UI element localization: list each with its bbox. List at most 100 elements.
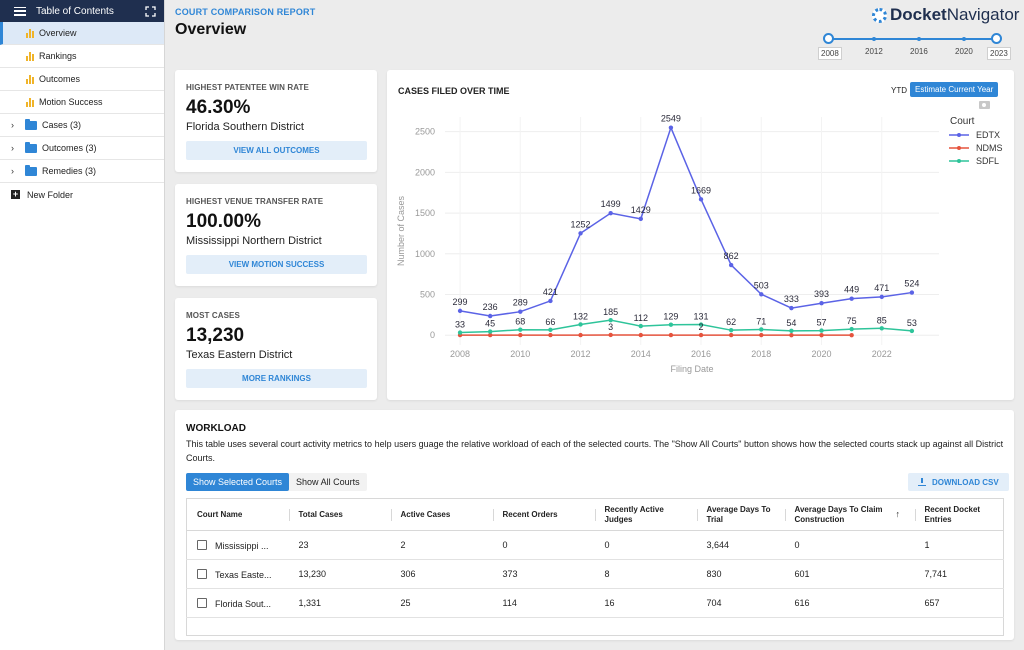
row-checkbox[interactable] — [197, 597, 207, 608]
data-label: 112 — [634, 313, 648, 323]
workload-title: WORKLOAD — [186, 423, 246, 434]
data-label: 3 — [608, 322, 613, 332]
data-label: 62 — [726, 317, 736, 327]
workload-description: This table uses several court activity m… — [186, 439, 1004, 463]
legend-entry: NDMS — [976, 143, 1003, 153]
column-header-days-to-trial[interactable]: Average Days To Trial — [696, 498, 785, 531]
toc-title: Table of Contents — [36, 5, 114, 17]
show-selected-courts-button[interactable]: Show Selected Courts — [186, 473, 290, 491]
more-rankings-button[interactable]: MORE RANKINGS — [186, 369, 367, 388]
row-checkbox[interactable] — [197, 568, 207, 579]
table-row: Florida Sout... 1,331 25 114 16 704 616 … — [186, 588, 1004, 618]
data-label: 862 — [724, 251, 739, 261]
logo-navigator: Navigator — [946, 5, 1020, 24]
data-point-sdfl — [789, 328, 794, 334]
estimate-current-year-button[interactable]: Estimate Current Year — [910, 82, 999, 97]
chevron-right-icon[interactable]: › — [11, 143, 14, 153]
chevron-right-icon[interactable]: › — [11, 166, 14, 176]
sidebar-item-overview[interactable]: Overview — [0, 22, 164, 45]
y-tick-label: 1000 — [415, 249, 435, 259]
data-point-edtx — [879, 294, 884, 300]
column-header-days-to-claim-construction[interactable]: Average Days To Claim Construction ↑ — [784, 498, 915, 531]
expand-icon[interactable] — [145, 5, 156, 17]
table-cell: 373 — [492, 559, 595, 589]
slider-handle-start[interactable] — [823, 33, 834, 44]
data-point-sdfl — [698, 322, 704, 327]
x-tick-label: 2020 — [812, 349, 832, 359]
slider-tick — [872, 37, 876, 41]
download-csv-button[interactable]: DOWNLOAD CSV — [908, 473, 1009, 491]
data-point-sdfl — [548, 327, 553, 333]
bar-chart-icon — [26, 74, 34, 84]
data-point-ndms — [789, 332, 794, 338]
sort-arrow-up-icon[interactable]: ↑ — [895, 508, 901, 519]
y-tick-label: 2500 — [415, 127, 435, 137]
show-all-courts-button[interactable]: Show All Courts — [296, 477, 360, 487]
row-checkbox[interactable] — [197, 539, 207, 550]
x-axis-title: Filing Date — [670, 364, 713, 374]
stat-court: Mississippi Northern District — [186, 235, 322, 247]
slider-label: 2020 — [955, 47, 973, 56]
folder-remedies[interactable]: › Remedies (3) — [0, 160, 164, 183]
data-label: 449 — [844, 285, 859, 295]
logo-gear-icon — [872, 7, 887, 23]
data-point-sdfl — [759, 327, 764, 332]
column-header-total-cases[interactable]: Total Cases — [288, 498, 391, 531]
data-label: 53 — [907, 318, 917, 328]
sidebar-item-motion-success[interactable]: Motion Success — [0, 91, 164, 114]
sidebar-item-rankings[interactable]: Rankings — [0, 45, 164, 68]
slider-handle-end[interactable] — [991, 33, 1002, 44]
table-cell: 616 — [784, 588, 915, 618]
data-point-edtx — [909, 290, 915, 295]
data-point-ndms — [849, 332, 854, 338]
column-header-recently-active-judges[interactable]: Recently Active Judges — [594, 498, 697, 531]
slider-label: 2012 — [865, 47, 883, 56]
column-header-recent-docket-entries[interactable]: Recent Docket Entries — [914, 498, 1004, 531]
column-header-label: Average Days To Claim Construction — [794, 504, 883, 524]
data-point-ndms — [518, 332, 523, 338]
column-header-recent-orders[interactable]: Recent Orders — [492, 498, 595, 531]
chevron-right-icon[interactable]: › — [11, 120, 14, 130]
court-name: Florida Sout... — [215, 598, 272, 609]
column-header-court-name[interactable]: Court Name — [186, 498, 289, 531]
menu-icon[interactable] — [14, 6, 26, 16]
sidebar-item-label: Outcomes — [39, 74, 81, 84]
court-name-cell: Mississippi ... — [186, 530, 289, 560]
data-point-ndms — [819, 332, 824, 338]
toc-header: Table of Contents — [0, 0, 164, 22]
sidebar-item-label: Motion Success — [39, 97, 103, 107]
x-tick-label: 2012 — [571, 349, 591, 359]
data-point-sdfl — [487, 329, 493, 334]
year-range-slider[interactable]: 2008 2012 2016 2020 2023 — [815, 30, 1011, 60]
column-header-active-cases[interactable]: Active Cases — [390, 498, 493, 531]
new-folder-button[interactable]: + New Folder — [0, 183, 164, 206]
folder-outcomes[interactable]: › Outcomes (3) — [0, 137, 164, 160]
ytd-button[interactable]: YTD — [891, 86, 907, 95]
table-cell: 23 — [288, 530, 391, 560]
slider-track[interactable] — [827, 38, 998, 40]
data-label: 68 — [515, 317, 525, 327]
data-label: 299 — [453, 297, 468, 307]
table-row: Texas Easte... 13,230 306 373 8 830 601 … — [186, 559, 1004, 589]
stat-court: Texas Eastern District — [186, 349, 293, 361]
data-point-sdfl — [518, 327, 523, 332]
workload-card: WORKLOAD This table uses several court a… — [175, 410, 1014, 640]
camera-icon[interactable] — [979, 101, 990, 109]
x-tick-label: 2022 — [872, 349, 892, 359]
table-header-row: Court Name Total Cases Active Cases Rece… — [186, 498, 1004, 531]
data-label: 2549 — [661, 114, 681, 124]
view-all-outcomes-button[interactable]: VIEW ALL OUTCOMES — [186, 141, 367, 160]
folder-label: Remedies (3) — [42, 166, 97, 176]
table-cell: 830 — [696, 559, 785, 589]
data-label: 1429 — [631, 205, 651, 215]
table-cell: 704 — [696, 588, 785, 618]
view-motion-success-button[interactable]: VIEW MOTION SUCCESS — [186, 255, 367, 274]
sidebar-item-outcomes[interactable]: Outcomes — [0, 68, 164, 91]
court-name-cell: Florida Sout... — [186, 588, 289, 618]
table-cell: 114 — [492, 588, 595, 618]
folder-icon — [25, 141, 37, 153]
folder-cases[interactable]: › Cases (3) — [0, 114, 164, 137]
table-row: Mississippi ... 23 2 0 0 3,644 0 1 — [186, 530, 1004, 560]
data-point-ndms — [638, 332, 643, 338]
data-label: 54 — [786, 318, 796, 328]
